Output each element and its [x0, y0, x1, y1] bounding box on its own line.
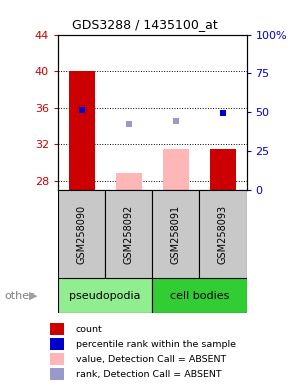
Text: rank, Detection Call = ABSENT: rank, Detection Call = ABSENT: [76, 370, 221, 379]
Bar: [58, 190, 105, 278]
Bar: [50, 353, 64, 365]
Bar: [200, 190, 246, 278]
Text: pseudopodia: pseudopodia: [69, 291, 141, 301]
Text: GSM258092: GSM258092: [124, 205, 134, 264]
Text: GSM258091: GSM258091: [171, 205, 181, 264]
Bar: [210, 149, 236, 190]
Text: other: other: [4, 291, 34, 301]
Text: GSM258093: GSM258093: [218, 205, 228, 264]
Bar: [163, 149, 189, 190]
Text: GDS3288 / 1435100_at: GDS3288 / 1435100_at: [72, 18, 218, 31]
Text: GSM258090: GSM258090: [77, 205, 86, 264]
Bar: [116, 173, 142, 190]
Bar: [50, 323, 64, 335]
Text: ▶: ▶: [29, 291, 37, 301]
Bar: [152, 190, 200, 278]
Bar: [69, 71, 95, 190]
Bar: [50, 368, 64, 380]
Bar: [58, 278, 152, 313]
Text: value, Detection Call = ABSENT: value, Detection Call = ABSENT: [76, 355, 226, 364]
Text: percentile rank within the sample: percentile rank within the sample: [76, 340, 236, 349]
Text: cell bodies: cell bodies: [170, 291, 229, 301]
Text: count: count: [76, 325, 102, 334]
Bar: [152, 278, 246, 313]
Bar: [50, 338, 64, 350]
Bar: [105, 190, 152, 278]
